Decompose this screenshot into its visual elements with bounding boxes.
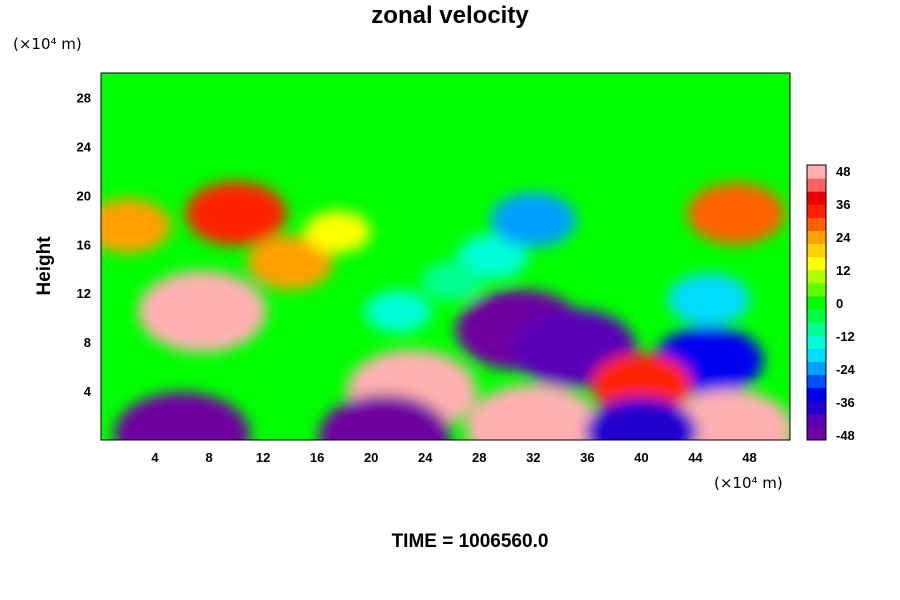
colorbar-swatch: [807, 269, 826, 284]
y-tick-label: 4: [84, 384, 92, 399]
heatmap-feature: [138, 270, 267, 353]
colorbar-swatch: [807, 295, 826, 310]
y-tick-label: 20: [77, 188, 91, 203]
colorbar-swatch: [807, 400, 826, 415]
plot-area: [100, 72, 791, 441]
y-tick-label: 16: [77, 237, 91, 252]
y-axis-unit-label: (×10⁴ m): [13, 35, 82, 53]
x-tick-label: 8: [205, 450, 212, 465]
colorbar-swatch: [807, 335, 826, 349]
x-tick-label: 24: [418, 450, 433, 465]
heatmap-feature: [490, 192, 577, 247]
colorbar-swatch: [807, 217, 826, 231]
colorbar-tick-label: -36: [836, 395, 855, 410]
colorbar: [806, 164, 827, 441]
colorbar-swatch: [807, 322, 826, 336]
y-axis-label: Height: [34, 236, 55, 296]
colorbar-swatch: [807, 387, 826, 402]
heatmap-feature: [365, 290, 432, 333]
heatmap-feature: [668, 273, 750, 326]
colorbar-swatch: [807, 374, 826, 389]
heatmap-feature: [185, 181, 287, 246]
colorbar-swatch: [807, 178, 826, 192]
colorbar-swatch: [807, 413, 826, 428]
colorbar-swatch: [807, 348, 826, 362]
x-tick-label: 4: [151, 450, 159, 465]
colorbar-tick-label: 36: [836, 197, 850, 212]
y-tick-label: 24: [77, 139, 92, 154]
heatmap-feature: [114, 392, 250, 440]
x-axis-unit-label: (×10⁴ m): [714, 474, 783, 492]
x-axis-ticks: 4 8 12 16 20 24 28 32 36 40 44 48: [151, 450, 756, 465]
x-tick-label: 48: [742, 450, 756, 465]
chart-title: zonal velocity: [371, 2, 529, 29]
heatmap-feature: [420, 261, 484, 301]
heatmap-feature: [318, 394, 451, 440]
colorbar-tick-label: 48: [836, 164, 850, 179]
colorbar-swatch: [807, 282, 826, 297]
colorbar-tick-label: 0: [836, 296, 843, 311]
y-tick-label: 8: [84, 335, 91, 350]
heatmap-field: [101, 73, 790, 440]
colorbar-swatch: [807, 191, 826, 205]
x-tick-label: 16: [310, 450, 324, 465]
heatmap-feature: [101, 198, 171, 254]
colorbar-swatch: [807, 309, 826, 323]
x-tick-label: 32: [526, 450, 540, 465]
colorbar-tick-label: -48: [836, 428, 855, 443]
x-tick-label: 20: [364, 450, 378, 465]
colorbar-tick-label: 12: [836, 263, 850, 278]
colorbar-swatch: [807, 165, 826, 179]
colorbar-tick-label: -24: [836, 362, 856, 377]
colorbar-swatch: [807, 426, 826, 441]
x-tick-label: 44: [688, 450, 703, 465]
y-tick-label: 12: [77, 286, 91, 301]
time-label: TIME = 1006560.0: [391, 531, 549, 552]
x-tick-label: 40: [634, 450, 648, 465]
y-axis-ticks: 4 8 12 16 20 24 28: [77, 90, 92, 399]
x-tick-label: 36: [580, 450, 594, 465]
heatmap-feature: [585, 396, 698, 440]
colorbar-tick-label: 24: [836, 230, 851, 245]
y-tick-label: 28: [77, 90, 91, 105]
x-tick-label: 12: [256, 450, 270, 465]
colorbar-tick-label: -12: [836, 329, 855, 344]
colorbar-swatch: [807, 230, 826, 245]
heatmap-feature: [304, 210, 371, 254]
x-tick-label: 28: [472, 450, 486, 465]
plot-frame: [100, 72, 791, 441]
heatmap-feature: [465, 384, 602, 440]
colorbar-tick-labels: 48 36 24 12 0 -12 -24 -36 -48: [836, 164, 856, 443]
upper-quiet-region: [101, 73, 790, 196]
heatmap-feature: [247, 235, 333, 290]
colorbar-swatch: [807, 361, 826, 376]
colorbar-swatch: [807, 243, 826, 258]
colorbar-swatch: [807, 256, 826, 271]
colorbar-swatch: [807, 204, 826, 218]
heatmap-feature: [687, 182, 785, 245]
